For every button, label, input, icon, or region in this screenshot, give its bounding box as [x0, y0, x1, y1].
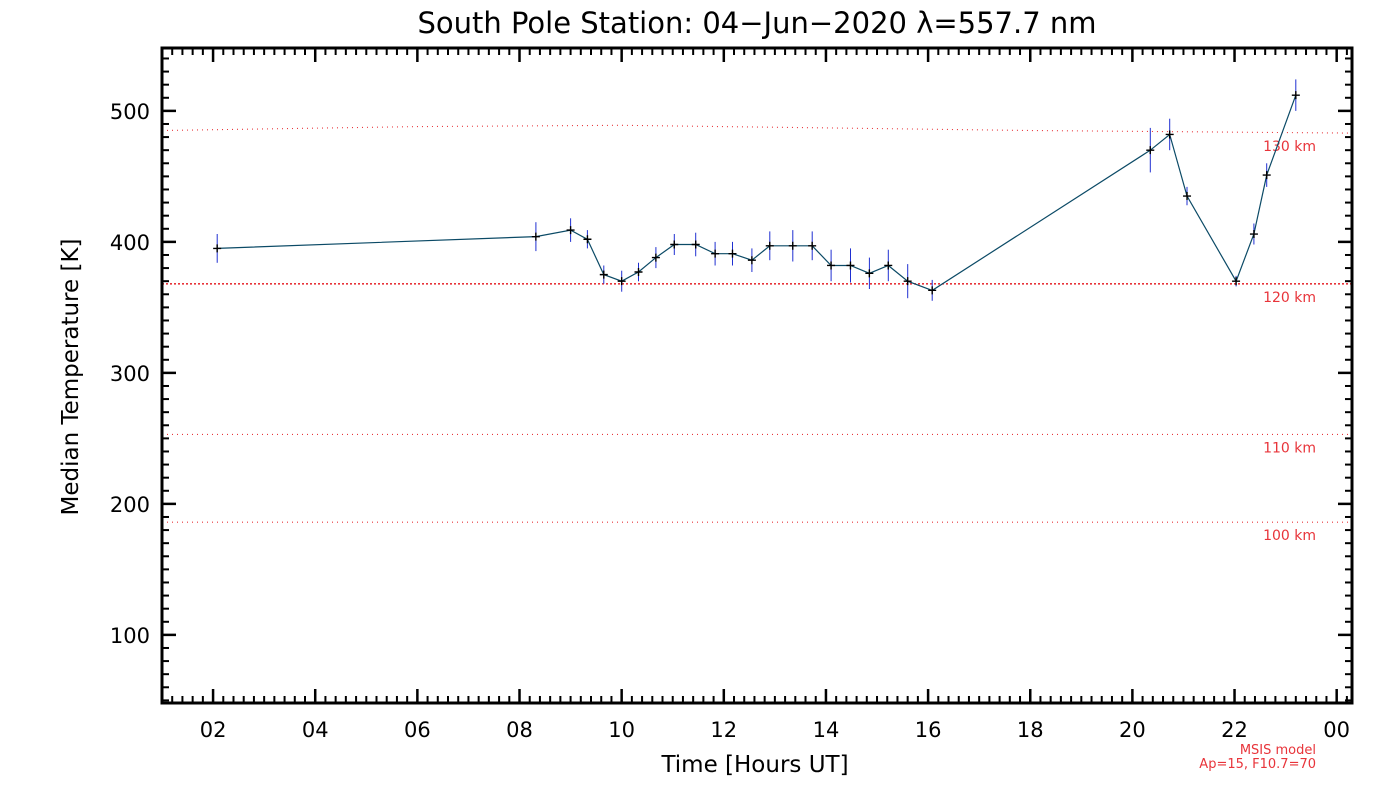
data-point — [1183, 192, 1192, 201]
x-tick-label: 00 — [1323, 718, 1350, 742]
data-series — [213, 79, 1300, 301]
data-point — [1146, 146, 1155, 155]
x-axis-title: Time [Hours UT] — [660, 752, 848, 778]
y-tick-label: 400 — [110, 231, 150, 255]
data-point — [1291, 91, 1300, 100]
reference-line-label: 110 km — [1263, 440, 1316, 456]
data-point — [617, 277, 626, 286]
data-point — [747, 256, 756, 265]
x-tick-label: 16 — [915, 718, 942, 742]
model-note: MSIS model — [1240, 743, 1316, 758]
series-line — [217, 94, 1297, 292]
data-point — [566, 226, 575, 235]
plot-frame — [160, 46, 1354, 705]
data-point — [599, 270, 608, 279]
data-point — [583, 235, 592, 244]
data-point — [1262, 171, 1271, 180]
data-point — [928, 286, 937, 295]
data-point — [651, 253, 660, 262]
x-tick-label: 18 — [1017, 718, 1044, 742]
data-point — [1249, 230, 1258, 239]
reference-line — [161, 124, 1353, 134]
x-tick-label: 10 — [608, 718, 635, 742]
data-point — [865, 269, 874, 278]
data-point — [808, 241, 817, 250]
x-tick-label: 14 — [813, 718, 840, 742]
data-point — [846, 261, 855, 270]
x-tick-label: 12 — [710, 718, 737, 742]
reference-line-label: 100 km — [1263, 528, 1316, 544]
x-tick-label: 06 — [404, 718, 431, 742]
data-point — [1232, 277, 1241, 286]
data-point — [827, 261, 836, 270]
data-point — [691, 240, 700, 249]
data-point — [903, 277, 912, 286]
x-tick-label: 02 — [200, 718, 227, 742]
reference-lines: 130 km 120 km 110 km 100 km — [161, 124, 1353, 544]
y-axis-title: Median Temperature [K] — [58, 239, 84, 516]
axes: 02 04 06 08 10 12 14 16 18 20 22 00 100 200 300 400 500 — [110, 48, 1352, 742]
data-point — [728, 249, 737, 258]
model-params-note: Ap=15, F10.7=70 — [1199, 757, 1316, 772]
reference-line-label: 130 km — [1263, 139, 1316, 155]
x-tick-label: 08 — [506, 718, 533, 742]
y-tick-label: 200 — [110, 493, 150, 517]
x-tick-label: 20 — [1119, 718, 1146, 742]
y-tick-label: 300 — [110, 362, 150, 386]
y-tick-label: 100 — [110, 624, 150, 648]
data-point — [213, 244, 222, 253]
data-point — [711, 249, 720, 258]
data-point — [788, 241, 797, 250]
x-tick-label: 04 — [302, 718, 329, 742]
data-point — [765, 241, 774, 250]
y-tick-label: 500 — [110, 100, 150, 124]
data-point — [884, 261, 893, 270]
x-tick-label: 22 — [1221, 718, 1248, 742]
data-point — [634, 268, 643, 277]
data-point — [670, 240, 679, 249]
data-point — [531, 232, 540, 241]
reference-line-label: 120 km — [1263, 290, 1316, 306]
data-point — [1165, 130, 1174, 139]
chart-title: South Pole Station: 04−Jun−2020 λ=557.7 … — [417, 6, 1096, 40]
